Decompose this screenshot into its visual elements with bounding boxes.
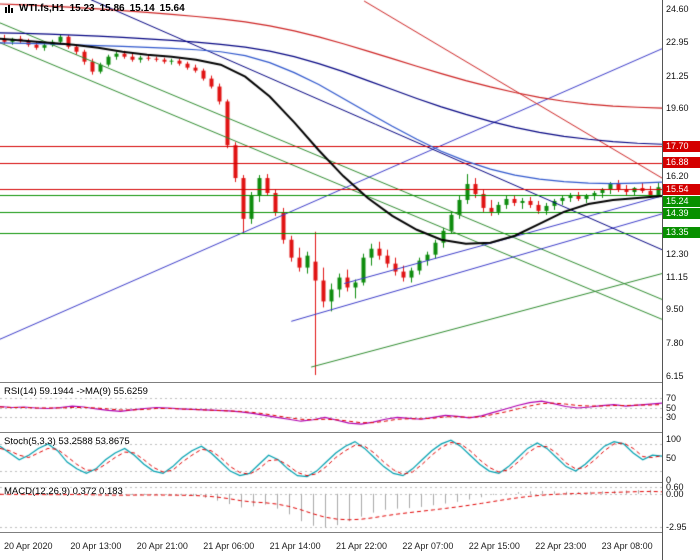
stoch-panel-canvas[interactable] bbox=[0, 433, 662, 482]
candlestick-icon bbox=[5, 4, 13, 13]
rsi-tick-label: 30 bbox=[666, 412, 677, 423]
rsi-tick-label: 50 bbox=[666, 402, 677, 413]
panel-divider[interactable] bbox=[0, 532, 700, 533]
time-axis-label: 21 Apr 14:00 bbox=[269, 541, 321, 551]
rsi-indicator-label: RSI(14) 59.1944 ->MA(9) 55.6259 bbox=[4, 386, 148, 397]
time-axis[interactable]: 20 Apr 2020 20 Apr 13:00 20 Apr 21:00 21 Ap… bbox=[0, 533, 662, 560]
chart-title: WTI.fs,H1 15.23 15.86 15.14 15.64 bbox=[4, 3, 185, 14]
price-tick-label: 7.80 bbox=[666, 338, 684, 349]
price-level-badge: 16.88 bbox=[663, 157, 700, 169]
time-axis-label: 23 Apr 08:00 bbox=[601, 541, 653, 551]
rsi-tick-label: 70 bbox=[666, 392, 677, 403]
macd-panel-canvas[interactable] bbox=[0, 483, 662, 532]
time-axis-label: 20 Apr 13:00 bbox=[70, 541, 122, 551]
price-tick-label: 21.25 bbox=[666, 70, 689, 81]
macd-indicator-label: MACD(12,26,9) 0.372 0.183 bbox=[4, 486, 123, 497]
price-tick-label: 6.15 bbox=[666, 371, 684, 382]
stoch-tick-label: 0 bbox=[666, 475, 672, 486]
macd-tick-label: -2.95 bbox=[666, 522, 687, 533]
macd-tick-label: 0.00 bbox=[666, 488, 684, 499]
price-tick-label: 24.60 bbox=[666, 3, 689, 14]
ohlc-open: 15.23 bbox=[69, 3, 95, 14]
stoch-indicator-label: Stoch(5,3,3) 53.2588 53.8675 bbox=[4, 436, 130, 447]
price-tick-label: 9.50 bbox=[666, 304, 684, 315]
price-level-badge: 15.54 bbox=[663, 183, 700, 195]
panel-divider[interactable] bbox=[0, 382, 700, 383]
time-axis-label: 22 Apr 07:00 bbox=[402, 541, 454, 551]
ohlc-low: 15.14 bbox=[129, 3, 155, 14]
time-axis-label: 22 Apr 15:00 bbox=[468, 541, 520, 551]
time-axis-label: 21 Apr 06:00 bbox=[203, 541, 255, 551]
price-tick-label: 19.60 bbox=[666, 103, 689, 114]
price-level-badge: 17.70 bbox=[663, 140, 700, 152]
main-chart-canvas[interactable] bbox=[0, 0, 662, 382]
time-axis-label: 20 Apr 2020 bbox=[4, 541, 53, 551]
price-tick-label: 22.95 bbox=[666, 36, 689, 47]
time-axis-label: 22 Apr 23:00 bbox=[535, 541, 587, 551]
panel-divider[interactable] bbox=[0, 482, 700, 483]
macd-tick-label: 0.60 bbox=[666, 481, 684, 492]
price-axis[interactable]: 24.60 22.95 21.25 19.60 16.20 12.30 11.15 9.50 7… bbox=[662, 0, 700, 560]
price-level-badge: 13.35 bbox=[663, 227, 700, 239]
price-tick-label: 12.30 bbox=[666, 248, 689, 259]
symbol-timeframe-label: WTI.fs,H1 bbox=[19, 3, 65, 14]
price-level-badge: 14.39 bbox=[663, 207, 700, 219]
time-axis-label: 21 Apr 22:00 bbox=[336, 541, 388, 551]
time-axis-label: 20 Apr 21:00 bbox=[136, 541, 188, 551]
rsi-panel-canvas[interactable] bbox=[0, 383, 662, 432]
ohlc-close: 15.64 bbox=[159, 3, 185, 14]
price-level-badge: 15.24 bbox=[663, 195, 700, 207]
panel-divider[interactable] bbox=[0, 432, 700, 433]
stoch-tick-label: 100 bbox=[666, 434, 682, 444]
stoch-tick-label: 50 bbox=[666, 452, 677, 463]
ohlc-high: 15.86 bbox=[99, 3, 125, 14]
price-tick-label: 11.15 bbox=[666, 271, 688, 282]
price-tick-label: 16.20 bbox=[666, 171, 689, 182]
